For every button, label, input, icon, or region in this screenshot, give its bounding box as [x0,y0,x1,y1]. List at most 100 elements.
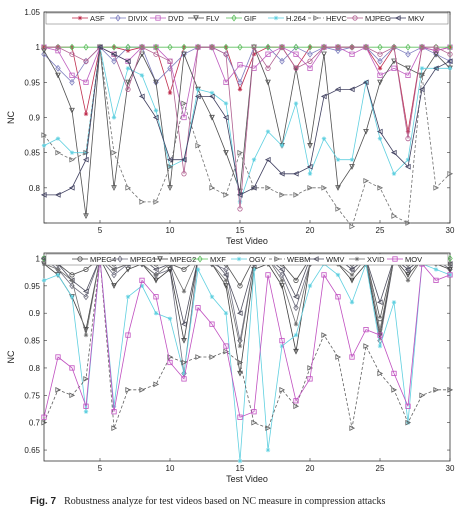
data-point [55,48,61,54]
data-point [223,278,229,283]
legend-marker [273,15,279,21]
data-point [307,365,314,371]
data-point [223,265,229,273]
data-point [222,272,229,278]
data-point [139,73,145,78]
legend-marker [193,15,199,22]
data-point [83,332,89,338]
data-point [237,343,243,349]
legend-marker [236,256,242,262]
data-point [419,66,425,71]
data-point [265,79,271,86]
data-point [307,58,313,64]
series-webm [41,255,454,432]
data-point [55,149,62,156]
data-point [41,255,47,262]
data-point [335,272,341,278]
data-point [69,78,75,86]
data-point [279,44,285,50]
legend-label: OGV [249,255,266,264]
data-point [391,370,397,377]
data-point [209,294,215,299]
data-point [307,283,313,289]
data-point [54,192,61,198]
data-point [41,419,48,426]
data-point [433,184,440,191]
data-point [96,44,103,51]
legend-box [45,253,449,266]
data-point [223,348,230,355]
data-point [335,294,341,300]
data-point [405,136,411,142]
data-point [432,65,439,72]
data-point [405,419,412,426]
data-point [293,101,299,106]
data-point [321,136,327,141]
series-line [43,258,450,429]
data-point [279,271,285,279]
data-point [292,293,299,300]
y-tick-label: 0.85 [24,149,40,158]
data-point [433,267,439,272]
data-point [321,272,327,278]
data-point [349,157,355,162]
data-point [82,156,89,163]
legend-box [45,12,449,25]
data-point [138,93,145,100]
legend-marker [157,256,163,263]
data-point [363,44,369,50]
data-point [180,321,187,328]
legend-marker [115,14,121,22]
series-line [43,47,451,228]
data-point [250,184,257,191]
data-point [279,283,285,289]
data-point [391,65,397,71]
data-point [279,386,286,393]
data-point [83,149,90,156]
legend-label: MKV [408,14,424,23]
legend-marker [117,255,123,263]
data-point [433,43,439,51]
data-point [405,65,411,72]
data-point [321,332,328,338]
data-point [153,277,159,284]
data-point [166,156,173,163]
legend-label: ASF [90,14,105,23]
data-point [223,101,229,106]
data-point [153,199,160,205]
data-point [237,283,243,289]
data-point [139,277,145,283]
data-point [321,44,327,50]
x-tick-label: 10 [166,464,175,473]
series-line [43,258,451,418]
y-tick-label: 1 [36,254,41,263]
data-point [209,114,215,121]
data-point [265,129,271,134]
data-point [349,51,355,57]
y-tick-label: 0.9 [29,309,41,318]
data-point [125,79,131,86]
x-tick-label: 30 [446,226,455,235]
legend-marker [352,15,358,21]
data-point [153,43,159,51]
series-line [43,258,451,462]
data-point [195,354,202,360]
legend-label: WEBM [287,255,310,264]
series-line [43,257,451,374]
data-point [236,310,243,317]
data-point [125,48,131,53]
data-point [55,64,61,72]
legend-marker [77,15,83,21]
data-point [111,149,118,156]
data-point [265,272,271,278]
data-point [55,267,61,272]
data-point [419,43,425,51]
data-point [209,354,216,360]
x-tick-label: 10 [166,226,175,235]
data-point [335,206,342,212]
series-mkv [40,44,453,198]
data-point [111,425,118,432]
data-point [125,184,132,191]
x-tick-label: 5 [98,226,103,235]
